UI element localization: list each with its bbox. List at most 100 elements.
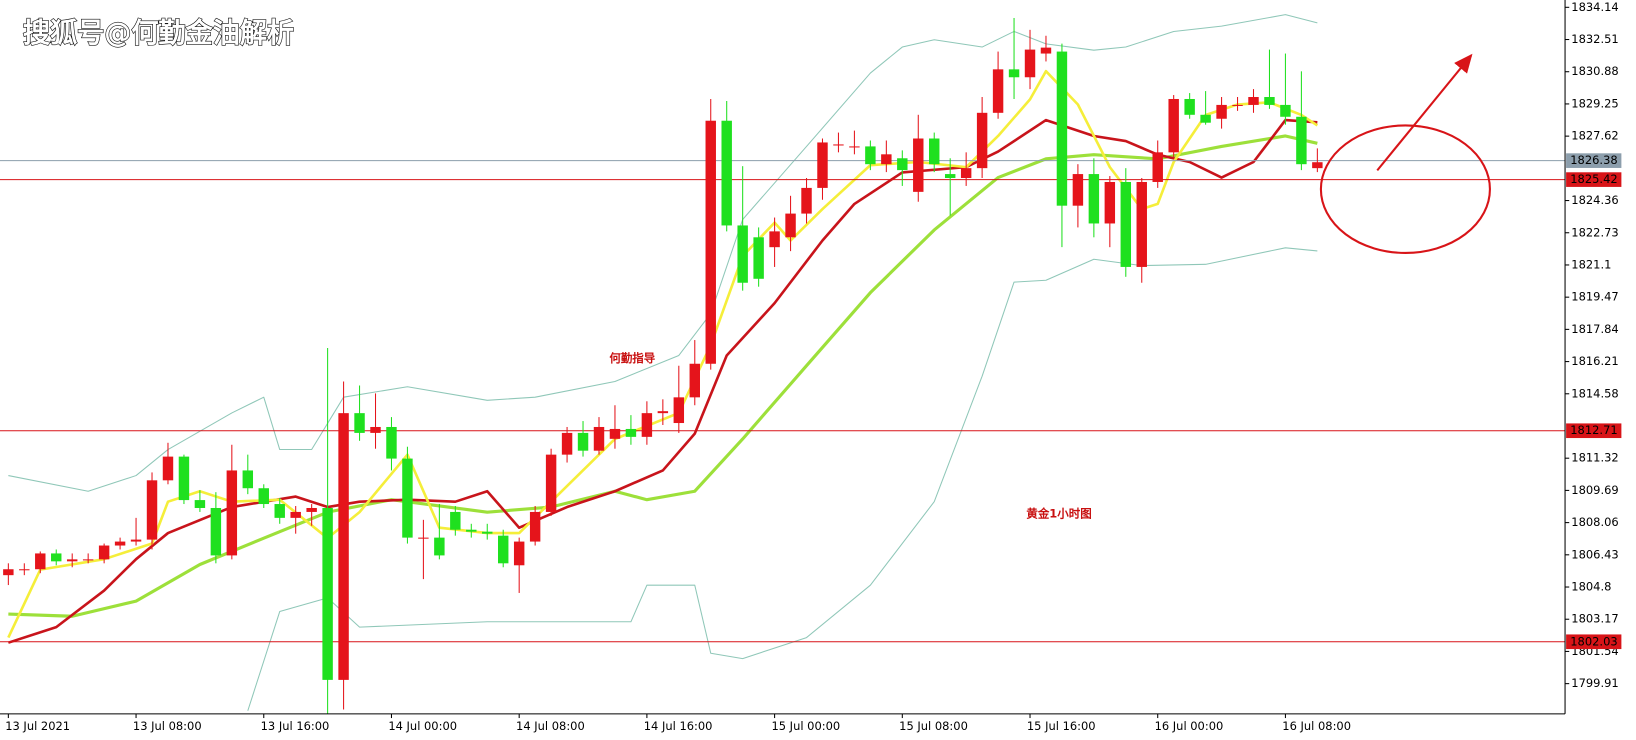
candle-body <box>833 144 844 146</box>
price-label-box <box>1566 153 1622 168</box>
y-tick-label: 1811.32 <box>1571 451 1618 465</box>
candle-body <box>146 480 158 540</box>
price-label-box <box>1566 634 1622 650</box>
candle-body <box>1296 116 1307 165</box>
candle-body <box>1248 97 1259 105</box>
candle-body <box>689 363 700 398</box>
indicator-line <box>8 134 1318 618</box>
candle-body <box>497 535 509 564</box>
candle-body <box>35 553 46 570</box>
annotation: 何勤指导 <box>609 351 655 365</box>
candle-body <box>290 511 301 518</box>
price-label-box <box>1566 423 1622 439</box>
y-tick-label: 1832.51 <box>1571 32 1618 46</box>
candle-body <box>1120 181 1132 267</box>
y-tick-label: 1824.36 <box>1571 193 1618 207</box>
candle-body <box>801 187 812 214</box>
y-tick-label: 1817.84 <box>1571 322 1618 336</box>
candle-body <box>1312 162 1323 169</box>
candle-body <box>705 120 716 364</box>
candle-body <box>338 413 349 680</box>
y-tick-label: 1830.88 <box>1571 64 1618 78</box>
x-tick-label: 16 Jul 08:00 <box>1282 719 1351 733</box>
candle-body <box>450 511 461 530</box>
highlight-circle <box>1319 124 1491 254</box>
x-tick-label: 13 Jul 08:00 <box>133 719 202 733</box>
watermark: 搜狐号@何勤金油解析 <box>23 17 294 49</box>
x-tick-label: 13 Jul 2021 <box>5 719 70 733</box>
candle-body <box>753 237 764 279</box>
candle-body <box>1008 69 1020 78</box>
candle-body <box>721 120 732 226</box>
y-tick-label: 1799.91 <box>1571 676 1618 690</box>
candle-body <box>673 397 685 424</box>
candle-body <box>609 428 621 439</box>
y-tick-label: 1808.06 <box>1571 515 1618 529</box>
candle-body <box>817 142 828 188</box>
candle-body <box>513 541 525 566</box>
candle-body <box>162 456 174 481</box>
trend-arrow <box>1376 53 1473 172</box>
candle-body <box>354 413 365 433</box>
x-tick-label: 15 Jul 16:00 <box>1027 719 1096 733</box>
annotation: 黄金1小时图 <box>1026 507 1091 521</box>
candle-body <box>593 426 605 451</box>
candle-body <box>258 488 269 505</box>
candle-body <box>370 426 381 433</box>
candle-body <box>466 529 477 532</box>
price-label: 1825.42 <box>1570 172 1617 186</box>
y-tick-label: 1804.8 <box>1571 580 1611 594</box>
candle-body <box>769 231 780 248</box>
candle-body <box>1056 51 1068 206</box>
candle-body <box>1216 104 1227 119</box>
x-tick-label: 16 Jul 00:00 <box>1155 719 1224 733</box>
candle-body <box>130 539 142 542</box>
y-tick-label: 1822.73 <box>1571 225 1618 239</box>
y-tick-label: 1821.1 <box>1571 257 1611 271</box>
candle-body <box>418 537 429 539</box>
candle-body <box>322 507 333 680</box>
candle-body <box>976 112 988 169</box>
y-tick-label: 1814.58 <box>1571 386 1618 400</box>
candle-body <box>1040 47 1052 54</box>
candle-body <box>194 500 206 508</box>
candle-body <box>1104 181 1116 224</box>
x-tick-label: 15 Jul 08:00 <box>899 719 968 733</box>
candle-body <box>960 168 972 179</box>
x-tick-label: 14 Jul 00:00 <box>388 719 457 733</box>
candle-body <box>226 470 238 556</box>
y-tick-label: 1806.43 <box>1571 547 1618 561</box>
candle-body <box>1232 104 1243 106</box>
candle-body <box>577 432 589 451</box>
candle-body <box>114 541 126 546</box>
candle-body <box>992 69 1004 113</box>
candle-body <box>1072 174 1084 206</box>
price-label: 1826.38 <box>1570 153 1617 167</box>
y-tick-label: 1819.47 <box>1571 290 1618 304</box>
candle-body <box>529 511 541 542</box>
candle-body <box>657 411 669 414</box>
x-tick-label: 14 Jul 16:00 <box>644 719 713 733</box>
candle-body <box>785 213 796 238</box>
x-tick-label: 14 Jul 08:00 <box>516 719 585 733</box>
candle-body <box>482 531 493 534</box>
candle-body <box>944 174 956 179</box>
candle-body <box>274 504 285 518</box>
candle-body <box>1088 174 1100 224</box>
x-tick-label: 15 Jul 00:00 <box>771 719 840 733</box>
candle-body <box>897 158 908 171</box>
y-tick-label: 1809.69 <box>1571 483 1618 497</box>
candle-body <box>625 428 637 437</box>
y-tick-label: 1827.62 <box>1571 129 1618 143</box>
indicator-line <box>7 118 1318 644</box>
price-label-box <box>1566 172 1622 187</box>
candle-body <box>545 454 557 512</box>
candle-body <box>210 507 222 556</box>
candle-body <box>98 545 110 560</box>
candle-body <box>3 569 14 576</box>
indicator-line <box>247 247 1318 711</box>
candle-body <box>19 569 30 571</box>
